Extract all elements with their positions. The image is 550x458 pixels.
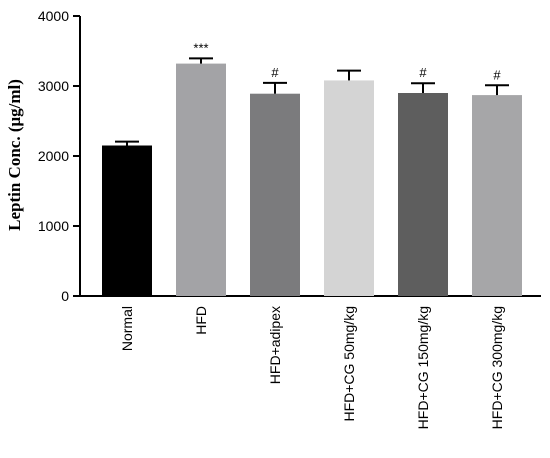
bar <box>102 145 152 296</box>
significance-label: # <box>271 65 279 80</box>
significance-label: *** <box>193 40 208 55</box>
y-ticks: 0 1000 2000 3000 4000 <box>38 8 80 304</box>
x-tick-label: Normal <box>119 306 135 351</box>
x-tick-label: HFD <box>193 306 209 335</box>
y-tick-label: 0 <box>61 288 69 304</box>
significance-label: # <box>493 67 501 82</box>
x-tick-label: HFD+CG 300mg/kg <box>489 306 505 429</box>
error-bars <box>115 57 509 146</box>
x-tick-label: HFD+adipex <box>267 306 283 384</box>
significance-label: # <box>419 65 427 80</box>
x-tick-labels: Normal HFD HFD+adipex HFD+CG 50mg/kg HFD+CG … <box>119 306 505 429</box>
y-tick-label: 2000 <box>38 148 69 164</box>
x-tick-label: HFD+CG 150mg/kg <box>415 306 431 429</box>
bar <box>324 80 374 297</box>
x-tick-label: HFD+CG 50mg/kg <box>341 306 357 422</box>
bar <box>250 93 300 296</box>
y-axis-title: Leptin Conc. (μg/ml) <box>5 79 24 231</box>
bar <box>176 63 226 296</box>
y-tick-label: 1000 <box>38 218 69 234</box>
y-tick-label: 3000 <box>38 78 69 94</box>
y-tick-label: 4000 <box>38 8 69 24</box>
bar <box>472 95 522 296</box>
bars <box>102 63 522 297</box>
bar <box>398 93 448 296</box>
significance-annotations: *** # # # <box>193 40 501 82</box>
